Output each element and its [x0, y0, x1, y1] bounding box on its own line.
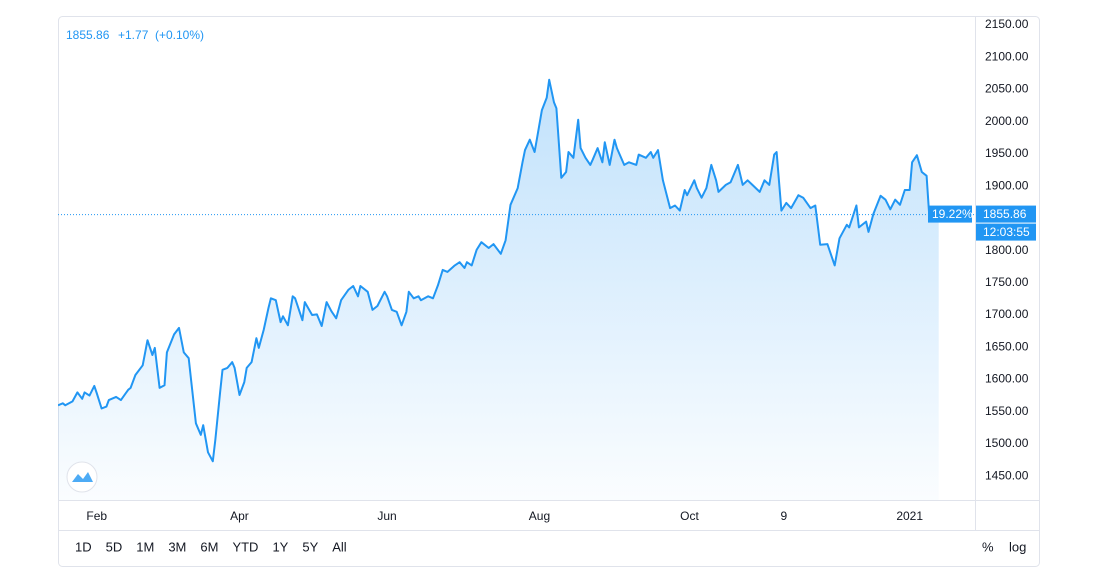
y-tick-label: 1550.00 — [985, 404, 1029, 418]
logo — [66, 461, 98, 493]
plot — [58, 78, 940, 500]
range-button[interactable]: 3M — [168, 539, 186, 554]
x-tick-label: 2021 — [896, 509, 923, 523]
countdown-label: 12:03:55 — [983, 225, 1030, 239]
y-tick-label: 1800.00 — [985, 243, 1029, 257]
countdown-badge — [976, 223, 1036, 241]
range-button[interactable]: 5Y — [302, 539, 318, 554]
x-tick-label: Feb — [86, 509, 107, 523]
y-tick-label: 2050.00 — [985, 82, 1029, 96]
range-button[interactable]: 6M — [200, 539, 218, 554]
last-price-label: 1855.86 — [983, 207, 1027, 221]
toolbar: 1D 5D 1M 3M 6M YTD 1Y 5Y All% log — [75, 539, 1026, 554]
header-change: +1.77 — [118, 28, 149, 42]
y-tick-label: 2150.00 — [985, 17, 1029, 31]
range-button[interactable]: 1D — [75, 539, 92, 554]
range-button[interactable]: 1M — [136, 539, 154, 554]
x-tick-label: Apr — [230, 509, 249, 523]
y-tick-label: 1450.00 — [985, 468, 1029, 482]
range-button[interactable]: YTD — [232, 539, 258, 554]
area-fill — [58, 79, 939, 500]
x-tick-label: 9 — [781, 509, 788, 523]
y-tick-label: 2000.00 — [985, 114, 1029, 128]
percent-label: 19.22% — [932, 207, 973, 221]
y-tick-label: 1500.00 — [985, 436, 1029, 450]
range-button[interactable]: All — [332, 539, 347, 554]
percent-badge — [928, 205, 972, 223]
last-price-badge — [976, 205, 1036, 223]
price-line — [58, 78, 940, 463]
header-change-pct: (+0.10%) — [155, 28, 204, 42]
y-tick-label: 1950.00 — [985, 146, 1029, 160]
log-button[interactable]: log — [1009, 539, 1026, 554]
x-tick-label: Aug — [529, 509, 550, 523]
x-tick-label: Oct — [680, 509, 699, 523]
y-tick-label: 1600.00 — [985, 372, 1029, 386]
percent-button[interactable]: % — [982, 539, 994, 554]
y-tick-label: 1650.00 — [985, 339, 1029, 353]
range-button[interactable]: 5D — [106, 539, 123, 554]
y-tick-label: 2100.00 — [985, 49, 1029, 63]
y-tick-label: 1900.00 — [985, 178, 1029, 192]
y-tick-label: 1750.00 — [985, 275, 1029, 289]
y-tick-label: 1700.00 — [985, 307, 1029, 321]
range-button[interactable]: 1Y — [272, 539, 288, 554]
header-price: 1855.86 — [66, 28, 110, 42]
x-tick-label: Jun — [377, 509, 396, 523]
